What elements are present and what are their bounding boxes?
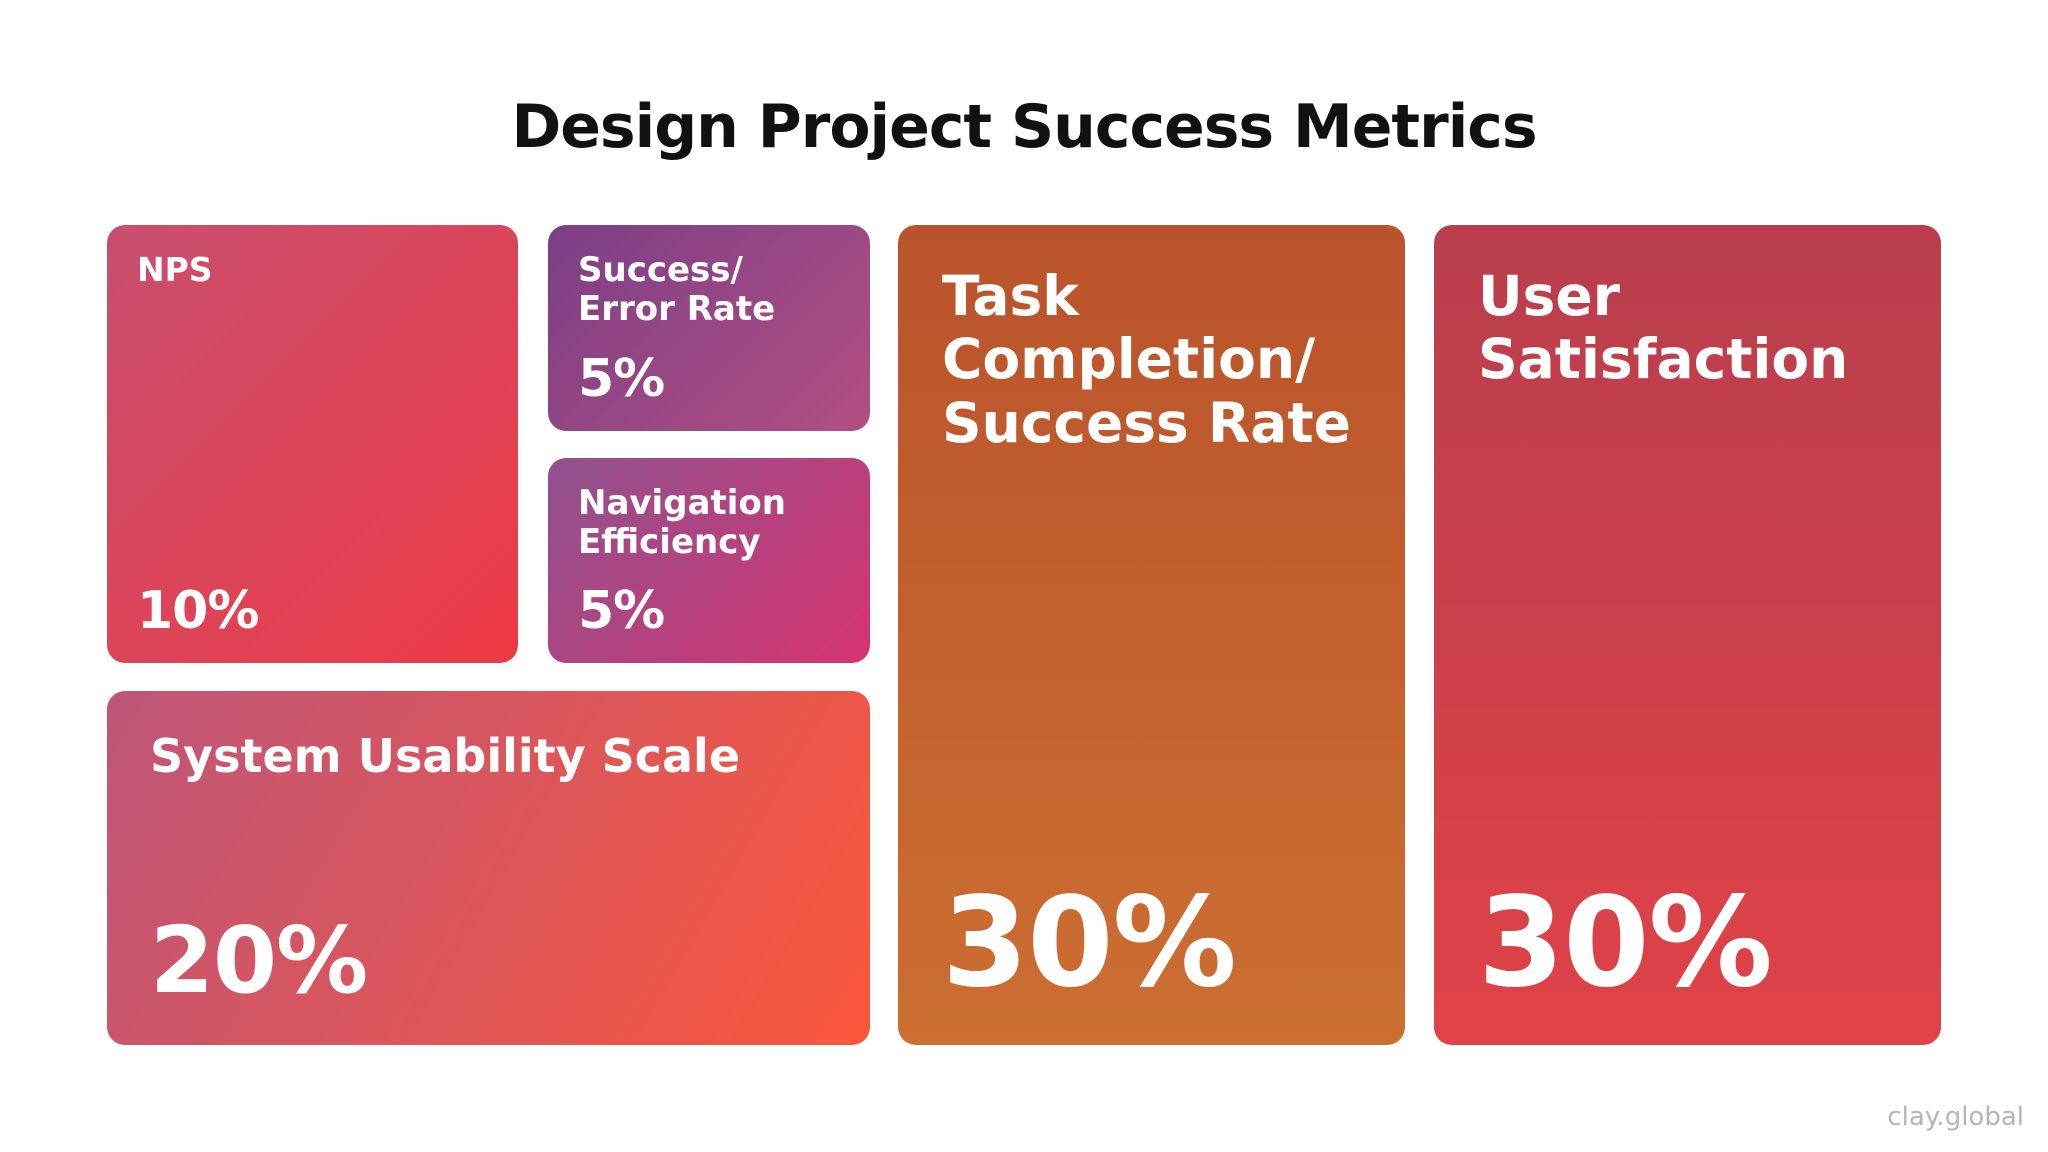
tile-value: 30% bbox=[1478, 871, 1773, 1015]
footer: clay.global bbox=[1887, 1102, 2024, 1132]
chart-title: Design Project Success Metrics bbox=[511, 92, 1537, 162]
tile-value: 20% bbox=[150, 907, 368, 1014]
tile-label: System Usability Scale bbox=[150, 729, 741, 783]
tile-label: Task Completion/ Success Rate bbox=[942, 264, 1351, 455]
tile: User Satisfaction 30% bbox=[1434, 225, 1941, 1045]
tile-value: 30% bbox=[942, 871, 1237, 1015]
tile-value: 5% bbox=[578, 581, 665, 641]
tile: Navigation Efficiency 5% bbox=[548, 458, 870, 663]
tile: Success/ Error Rate 5% bbox=[548, 225, 870, 431]
tile-label: Navigation Efficiency bbox=[578, 483, 786, 563]
tile-value: 10% bbox=[137, 581, 259, 641]
tile: Task Completion/ Success Rate 30% bbox=[898, 225, 1405, 1045]
tile-label: NPS bbox=[137, 250, 213, 289]
tile-label: User Satisfaction bbox=[1478, 264, 1849, 392]
tile-value: 5% bbox=[578, 349, 665, 409]
tile: System Usability Scale 20% bbox=[107, 691, 870, 1045]
tile: NPS 10% bbox=[107, 225, 518, 663]
tile-label: Success/ Error Rate bbox=[578, 250, 776, 330]
